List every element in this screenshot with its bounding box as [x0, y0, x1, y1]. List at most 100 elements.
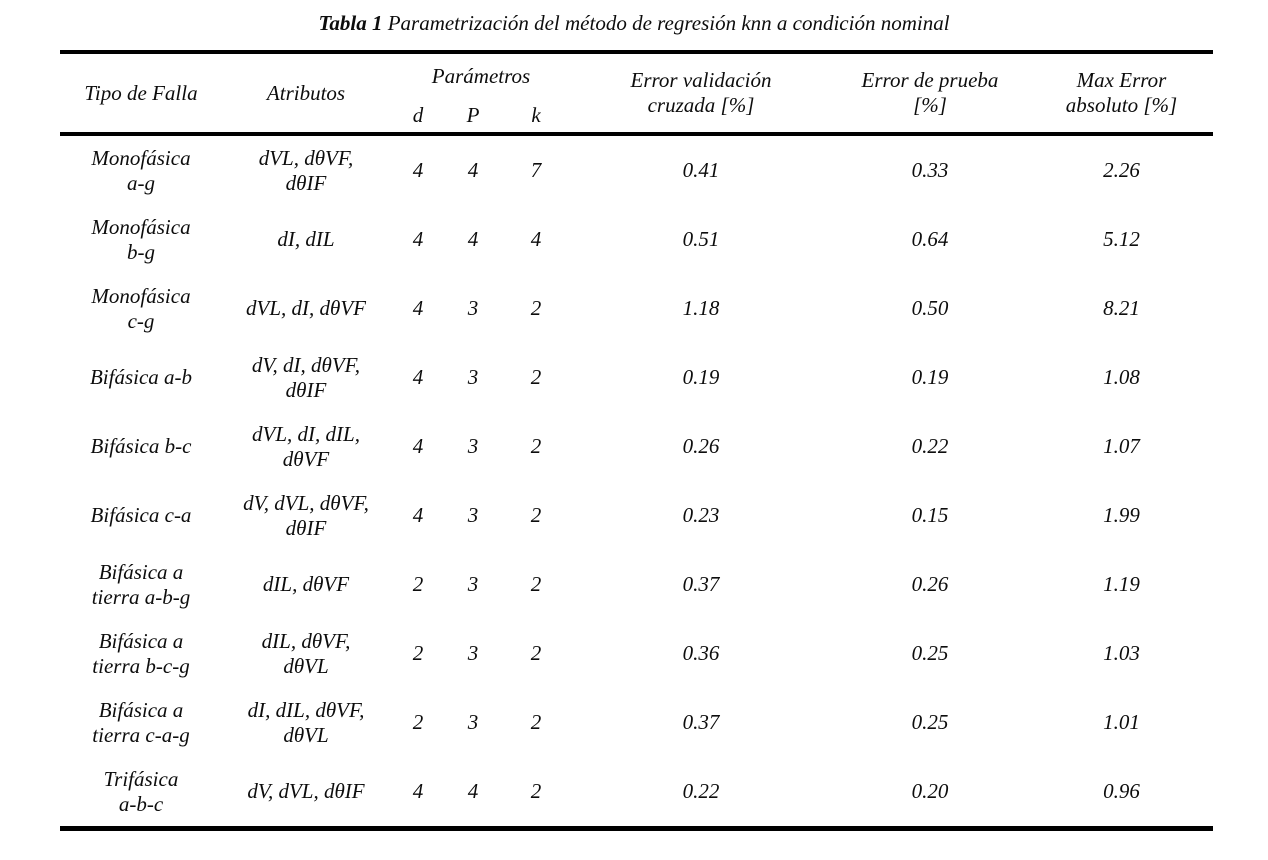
- cell-tipo-de-falla: Monofásica c-g: [91, 283, 191, 333]
- cell-p: 3: [467, 365, 479, 389]
- cell-error-validacion: 0.37: [682, 572, 720, 596]
- cell-k: 2: [530, 503, 542, 527]
- cell-atributos: dVL, dI, dIL, dθVF: [252, 421, 360, 471]
- cell-d: 4: [412, 779, 424, 803]
- cell-tipo-de-falla: Bifásica a tierra a-b-g: [91, 559, 191, 609]
- cell-d: 4: [412, 227, 424, 251]
- cell-max-error: 2.26: [1103, 158, 1140, 182]
- cell-tipo-de-falla: Bifásica a-b: [89, 365, 193, 389]
- cell-atributos: dI, dIL, dθVF, dθVL: [247, 697, 365, 747]
- cell-error-prueba: 0.64: [911, 227, 949, 251]
- table-row: Monofásica b-g dI, dIL 4 4 4 0.51 0.64 5…: [60, 205, 1213, 274]
- cell-k: 2: [530, 572, 542, 596]
- cell-error-prueba: 0.22: [911, 434, 949, 458]
- table-row: Bifásica b-c dVL, dI, dIL, dθVF 4 3 2 0.…: [60, 412, 1213, 481]
- cell-error-validacion: 0.26: [682, 434, 720, 458]
- cell-atributos: dI, dIL: [277, 227, 335, 251]
- cell-p: 4: [467, 779, 479, 803]
- table-row: Bifásica a-b dV, dI, dθVF, dθIF 4 3 2 0.…: [60, 343, 1213, 412]
- cell-d: 4: [412, 296, 424, 320]
- cell-p: 4: [467, 227, 479, 251]
- cell-atributos: dV, dVL, dθVF, dθIF: [243, 490, 369, 540]
- cell-d: 4: [412, 434, 424, 458]
- cell-error-validacion: 0.19: [682, 365, 720, 389]
- table-row: Bifásica a tierra b-c-g dIL, dθVF, dθVL …: [60, 619, 1213, 688]
- cell-max-error: 1.99: [1103, 503, 1140, 527]
- header-row-top: Tipo de Falla Atributos Parámetros Error…: [60, 52, 1213, 118]
- document-page: Tabla 1 Parametrización del método de re…: [0, 0, 1268, 831]
- column-header-tipo-de-falla: Tipo de Falla: [84, 80, 198, 105]
- cell-d: 2: [412, 572, 424, 596]
- cell-atributos: dV, dVL, dθIF: [247, 779, 365, 803]
- table-row: Monofásica a-g dVL, dθVF, dθIF 4 4 7 0.4…: [60, 134, 1213, 205]
- column-header-d: d: [412, 102, 424, 127]
- cell-error-validacion: 1.18: [682, 296, 720, 320]
- cell-error-validacion: 0.36: [682, 641, 720, 665]
- table-header: Tipo de Falla Atributos Parámetros Error…: [60, 52, 1213, 134]
- table-row: Monofásica c-g dVL, dI, dθVF 4 3 2 1.18 …: [60, 274, 1213, 343]
- knn-parametrization-table: Tipo de Falla Atributos Parámetros Error…: [60, 50, 1213, 831]
- column-header-error-prueba: Error de prueba [%]: [861, 68, 999, 117]
- cell-k: 7: [530, 158, 542, 182]
- cell-p: 3: [467, 434, 479, 458]
- cell-d: 2: [412, 641, 424, 665]
- cell-max-error: 0.96: [1103, 779, 1140, 803]
- cell-max-error: 5.12: [1103, 227, 1140, 251]
- cell-p: 3: [467, 572, 479, 596]
- cell-k: 2: [530, 779, 542, 803]
- cell-max-error: 1.03: [1103, 641, 1140, 665]
- cell-tipo-de-falla: Trifásica a-b-c: [103, 766, 179, 816]
- cell-k: 2: [530, 365, 542, 389]
- table-row: Bifásica a tierra c-a-g dI, dIL, dθVF, d…: [60, 688, 1213, 757]
- cell-atributos: dIL, dθVF, dθVL: [261, 628, 351, 678]
- cell-error-prueba: 0.26: [911, 572, 949, 596]
- table-row: Bifásica a tierra a-b-g dIL, dθVF 2 3 2 …: [60, 550, 1213, 619]
- cell-max-error: 8.21: [1103, 296, 1140, 320]
- cell-k: 2: [530, 296, 542, 320]
- cell-d: 2: [412, 710, 424, 734]
- cell-error-validacion: 0.23: [682, 503, 720, 527]
- cell-p: 3: [467, 503, 479, 527]
- cell-p: 3: [467, 710, 479, 734]
- column-header-max-error: Max Error absoluto [%]: [1065, 68, 1178, 117]
- cell-max-error: 1.19: [1103, 572, 1140, 596]
- cell-max-error: 1.01: [1103, 710, 1140, 734]
- column-header-parametros: Parámetros: [431, 63, 531, 88]
- cell-d: 4: [412, 503, 424, 527]
- cell-tipo-de-falla: Bifásica c-a: [90, 503, 192, 527]
- cell-max-error: 1.08: [1103, 365, 1140, 389]
- cell-error-prueba: 0.25: [911, 710, 949, 734]
- column-header-k: k: [531, 102, 541, 127]
- cell-error-prueba: 0.19: [911, 365, 949, 389]
- table-row: Bifásica c-a dV, dVL, dθVF, dθIF 4 3 2 0…: [60, 481, 1213, 550]
- cell-d: 4: [412, 365, 424, 389]
- cell-error-validacion: 0.37: [682, 710, 720, 734]
- table-body: Monofásica a-g dVL, dθVF, dθIF 4 4 7 0.4…: [60, 134, 1213, 829]
- cell-atributos: dVL, dθVF, dθIF: [258, 145, 354, 195]
- table-caption-number: Tabla 1: [318, 11, 383, 35]
- cell-error-prueba: 0.20: [911, 779, 949, 803]
- cell-error-validacion: 0.51: [682, 227, 720, 251]
- cell-error-validacion: 0.41: [682, 158, 720, 182]
- cell-error-prueba: 0.15: [911, 503, 949, 527]
- column-header-atributos: Atributos: [266, 80, 346, 105]
- cell-atributos: dV, dI, dθVF, dθIF: [251, 352, 361, 402]
- table-caption: Tabla 1 Parametrización del método de re…: [0, 0, 1268, 37]
- cell-tipo-de-falla: Bifásica a tierra b-c-g: [92, 628, 190, 678]
- cell-tipo-de-falla: Monofásica a-g: [91, 145, 191, 195]
- cell-atributos: dVL, dI, dθVF: [246, 296, 366, 320]
- cell-k: 2: [530, 641, 542, 665]
- cell-tipo-de-falla: Bifásica a tierra c-a-g: [92, 697, 190, 747]
- cell-p: 4: [467, 158, 479, 182]
- cell-d: 4: [412, 158, 424, 182]
- cell-tipo-de-falla: Bifásica b-c: [90, 434, 192, 458]
- cell-error-prueba: 0.25: [911, 641, 949, 665]
- column-header-error-validacion: Error validación cruzada [%]: [630, 68, 772, 117]
- cell-atributos: dIL, dθVF: [262, 572, 350, 596]
- cell-k: 2: [530, 434, 542, 458]
- cell-p: 3: [467, 296, 479, 320]
- cell-tipo-de-falla: Monofásica b-g: [91, 214, 191, 264]
- header-row-sub: d P k: [60, 98, 1213, 134]
- cell-p: 3: [467, 641, 479, 665]
- cell-error-prueba: 0.50: [911, 296, 949, 320]
